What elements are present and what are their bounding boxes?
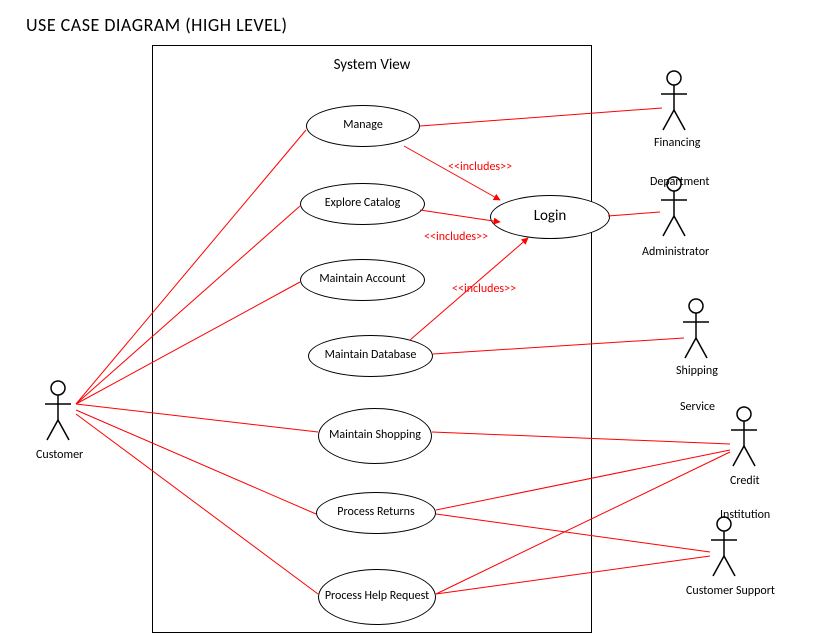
actor-label-credit: Credit [730, 474, 759, 488]
system-boundary-title: System View [153, 56, 591, 74]
actor-label-customer: Customer [36, 448, 83, 462]
diagram-stage: USE CASE DIAGRAM (HIGH LEVEL) System Vie… [0, 0, 822, 635]
use-case-label: Process Help Request [325, 590, 429, 604]
diagram-title: USE CASE DIAGRAM (HIGH LEVEL) [26, 14, 287, 36]
use-case-label: Login [534, 208, 567, 225]
actor-label-support: Customer Support [686, 584, 775, 598]
actor-label-shipping: Shipping [676, 364, 718, 378]
include-label-3: <<includes>> [452, 282, 516, 296]
include-label-1: <<includes>> [448, 160, 512, 174]
actor-label-shipping2: Service [680, 400, 715, 414]
use-case-maint-db: Maintain Database [308, 335, 433, 377]
actor-label-admin: Administrator [642, 245, 709, 259]
use-case-label: Manage [343, 119, 383, 133]
use-case-label: Maintain Account [319, 273, 405, 287]
use-case-label: Maintain Database [325, 349, 417, 363]
actor-label-financing2: Department [650, 175, 709, 189]
use-case-help: Process Help Request [318, 569, 436, 625]
include-label-2: <<includes>> [424, 230, 488, 244]
use-case-label: Process Returns [337, 506, 414, 520]
use-case-login: Login [490, 195, 610, 239]
use-case-explore: Explore Catalog [300, 183, 425, 225]
use-case-returns: Process Returns [316, 492, 436, 534]
use-case-label: Maintain Shopping [329, 429, 421, 443]
use-case-maint-acc: Maintain Account [300, 259, 425, 301]
use-case-maint-shop: Maintain Shopping [318, 408, 432, 464]
use-case-label: Explore Catalog [325, 197, 401, 211]
actor-label-credit2: Institution [720, 508, 770, 522]
use-case-manage: Manage [306, 105, 420, 147]
actor-label-financing: Financing [654, 136, 700, 150]
